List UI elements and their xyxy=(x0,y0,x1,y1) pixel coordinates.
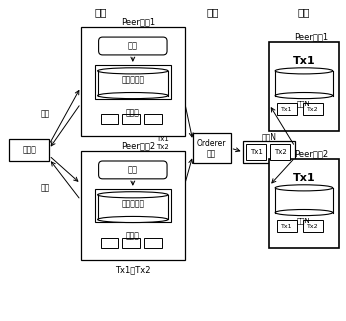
Bar xyxy=(303,221,323,232)
Bar xyxy=(303,103,323,115)
Text: Tx1: Tx1 xyxy=(250,149,263,155)
Bar xyxy=(246,144,266,160)
Text: Tx2: Tx2 xyxy=(156,144,169,150)
Bar xyxy=(193,133,230,163)
Bar xyxy=(101,114,118,124)
Text: Tx1: Tx1 xyxy=(281,224,293,229)
Ellipse shape xyxy=(98,216,168,222)
Text: 排序: 排序 xyxy=(207,7,219,17)
Text: Orderer: Orderer xyxy=(197,139,226,148)
Bar xyxy=(98,71,168,96)
Text: Tx2: Tx2 xyxy=(307,224,319,229)
Text: 区块N: 区块N xyxy=(262,133,277,142)
Text: 客户端: 客户端 xyxy=(22,146,36,155)
Text: Tx1: Tx1 xyxy=(293,173,315,183)
Ellipse shape xyxy=(98,68,168,74)
Text: Tx1: Tx1 xyxy=(293,56,315,66)
Ellipse shape xyxy=(275,92,333,99)
Bar xyxy=(275,188,333,213)
Text: 验证: 验证 xyxy=(298,7,310,17)
Ellipse shape xyxy=(275,68,333,74)
Text: Tx2: Tx2 xyxy=(274,149,286,155)
Bar xyxy=(122,114,140,124)
Bar xyxy=(277,103,297,115)
Text: 键值数据库: 键值数据库 xyxy=(121,75,144,84)
Bar xyxy=(101,238,118,248)
Text: 键值数据库: 键值数据库 xyxy=(121,199,144,208)
Bar xyxy=(81,27,185,136)
Text: 链码: 链码 xyxy=(128,165,138,174)
Bar xyxy=(275,71,333,96)
Text: Peer节点2: Peer节点2 xyxy=(294,150,328,159)
FancyBboxPatch shape xyxy=(99,37,167,55)
Text: 链码: 链码 xyxy=(128,41,138,50)
Bar xyxy=(277,221,297,232)
Ellipse shape xyxy=(98,92,168,99)
Text: Peer节点2: Peer节点2 xyxy=(121,142,155,151)
Text: Tx1: Tx1 xyxy=(156,136,169,142)
Text: 区块链: 区块链 xyxy=(126,232,140,241)
Text: Tx2: Tx2 xyxy=(307,107,319,112)
Text: Peer节点1: Peer节点1 xyxy=(121,18,155,27)
Bar xyxy=(122,238,140,248)
Bar xyxy=(270,144,290,160)
Text: 区块N: 区块N xyxy=(297,100,311,107)
Text: 背书: 背书 xyxy=(40,109,50,118)
Bar xyxy=(95,65,171,99)
Text: Tx1、Tx2: Tx1、Tx2 xyxy=(115,265,151,274)
Ellipse shape xyxy=(275,210,333,216)
Text: 区块N: 区块N xyxy=(297,217,311,224)
Text: 执行: 执行 xyxy=(94,7,107,17)
Bar xyxy=(95,189,171,222)
FancyBboxPatch shape xyxy=(99,161,167,179)
Text: 区块链: 区块链 xyxy=(126,108,140,117)
Ellipse shape xyxy=(275,185,333,191)
Bar xyxy=(81,151,185,260)
Bar xyxy=(244,141,295,163)
Bar xyxy=(144,238,162,248)
Bar xyxy=(269,42,339,131)
Text: 节点: 节点 xyxy=(207,149,216,158)
Text: Peer节点1: Peer节点1 xyxy=(294,32,328,42)
Text: 背书: 背书 xyxy=(40,183,50,192)
Ellipse shape xyxy=(98,192,168,198)
Bar xyxy=(269,159,339,248)
Bar xyxy=(144,114,162,124)
Text: Tx1: Tx1 xyxy=(281,107,293,112)
Bar xyxy=(9,139,49,161)
Bar xyxy=(98,195,168,220)
